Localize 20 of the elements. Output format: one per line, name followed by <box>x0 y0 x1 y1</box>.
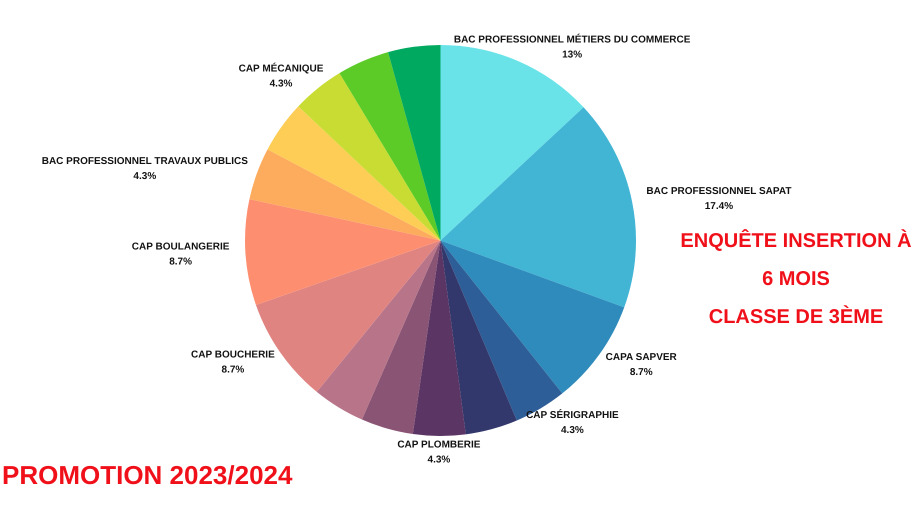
slice-label: CAP BOUCHERIE <box>191 350 276 361</box>
data-label: 8.7% <box>630 366 653 378</box>
slice-label: BAC PROFESSIONNEL MÉTIERS DU COMMERCE <box>454 33 691 46</box>
data-label: 4.3% <box>133 170 156 182</box>
data-label: 8.7% <box>222 364 244 376</box>
data-label: 17.4% <box>704 201 734 212</box>
text: PROMOTION 2023/2024 <box>2 460 292 491</box>
data-label: 4.3% <box>560 425 584 436</box>
slice-label: CAP PLOMBERIE <box>397 440 481 451</box>
data-label: 8.7% <box>169 256 192 268</box>
slice-label: CAP MÉCANIQUE <box>238 62 324 75</box>
slice-label: CAP BOULANGERIE <box>132 241 230 252</box>
text: ENQUÊTE INSERTION À 6 MOIS CLASSE DE 3ÈME <box>679 228 913 330</box>
data-label: 4.3% <box>428 454 450 466</box>
data-label: 13% <box>562 49 582 60</box>
slice-label: CAP SÉRIGRAPHIE <box>526 409 620 422</box>
data-label: 4.3% <box>270 78 293 90</box>
slice-label: BAC PROFESSIONNEL TRAVAUX PUBLICS <box>42 156 248 167</box>
slice-label: BAC PROFESSIONNEL SAPAT <box>646 186 792 198</box>
slice-label: CAPA SAPVER <box>606 352 678 363</box>
